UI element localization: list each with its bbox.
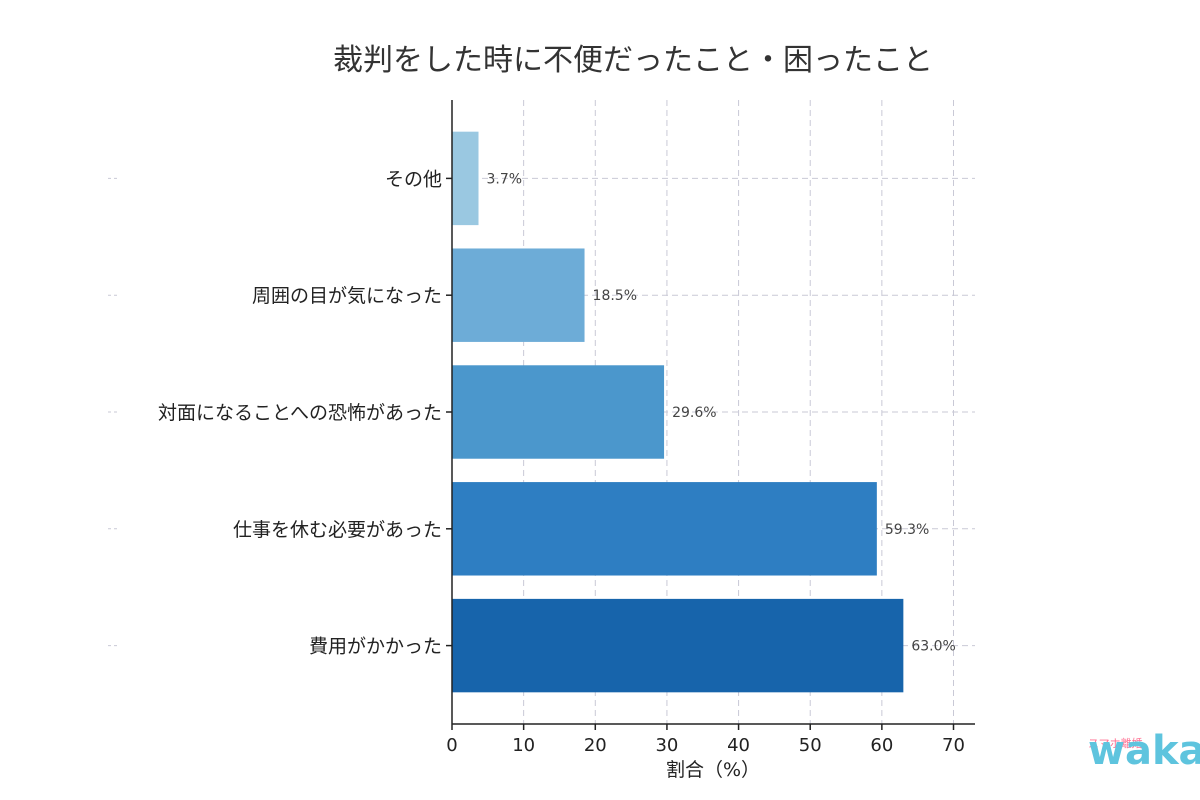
x-tick-label: 10 [512, 735, 535, 756]
x-tick-label: 50 [799, 735, 822, 756]
data-label: 18.5% [593, 288, 637, 304]
category-label: その他 [385, 168, 442, 190]
category-label: 費用がかかった [309, 636, 442, 658]
category-label: 周囲の目が気になった [252, 285, 442, 307]
data-label: 3.7% [487, 171, 523, 187]
category-label: 対面になることへの恐怖があった [158, 402, 442, 424]
x-tick-label: 60 [870, 735, 893, 756]
watermark-logo: スマホ離婚 wakai [1088, 728, 1200, 774]
data-label: 63.0% [911, 639, 955, 655]
bar [452, 365, 665, 459]
data-label: 29.6% [672, 405, 716, 421]
bar [452, 131, 479, 226]
bar-layer: 3.7% 18.5% 29.6% 59.3% 63.0% [452, 131, 956, 693]
x-tick-label: 70 [942, 735, 965, 756]
category-label: 仕事を休む必要があった [233, 519, 442, 541]
chart-title: 裁判をした時に不便だったこと・困ったこと [333, 43, 933, 78]
x-tick-label: 40 [727, 735, 750, 756]
tick-layer: 0 10 20 30 40 50 60 70 その他周囲の目が気になった対面になることへの恐怖が… [158, 168, 965, 756]
watermark-brand-text: wakai [1088, 728, 1200, 774]
x-tick-label: 20 [584, 735, 607, 756]
x-tick-label: 0 [446, 735, 457, 756]
bar [452, 482, 877, 576]
bar [452, 248, 585, 342]
bar [452, 598, 904, 693]
watermark-small-text: スマホ離婚 [1088, 736, 1143, 750]
x-tick-label: 30 [655, 735, 678, 756]
x-axis-label: 割合（%） [666, 759, 760, 781]
data-label: 59.3% [885, 522, 929, 538]
